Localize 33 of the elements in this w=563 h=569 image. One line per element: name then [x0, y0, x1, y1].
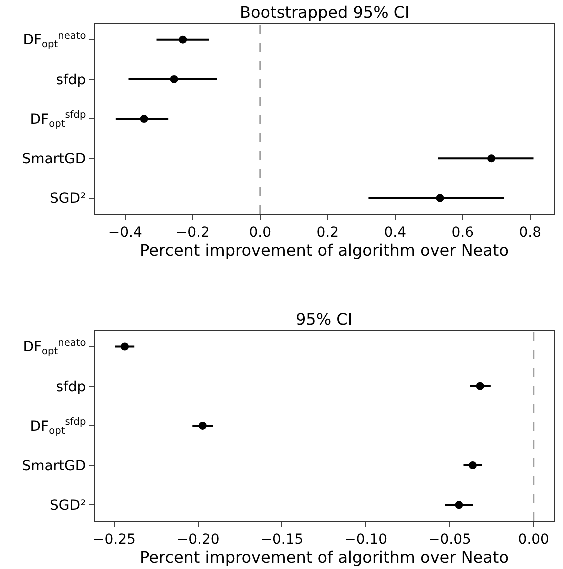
- point: [179, 36, 188, 44]
- x-tick-label: −0.05: [428, 532, 472, 548]
- x-tick-label: 0.00: [518, 532, 550, 548]
- x-tick-label: −0.25: [93, 532, 136, 548]
- x-axis-title: Percent improvement of algorithm over Neato: [140, 240, 509, 260]
- y-tick-label: SmartGD: [22, 152, 86, 168]
- x-tick-label: −0.20: [176, 532, 220, 548]
- chart-title: Bootstrapped 95% CI: [240, 3, 410, 22]
- x-tick-label: −0.10: [344, 532, 388, 548]
- text: 0.8: [519, 224, 542, 241]
- y-tick-label: SGD²: [50, 498, 86, 514]
- x-tick-label: −0.2: [176, 224, 210, 241]
- point: [170, 75, 178, 84]
- point: [140, 115, 148, 124]
- x-axis-title: Percent improvement of algorithm over Neato: [140, 548, 509, 567]
- text: 0.6: [452, 224, 474, 241]
- point: [436, 194, 444, 202]
- x-tick-label: −0.15: [260, 532, 304, 548]
- point: [121, 342, 130, 351]
- y-tick-label: SmartGD: [22, 458, 86, 474]
- y-tick-label: sfdp: [56, 379, 86, 396]
- point: [455, 501, 464, 510]
- point: [476, 382, 484, 390]
- x-tick-label: −0.4: [108, 224, 142, 241]
- point: [198, 422, 207, 430]
- text: 0.4: [384, 224, 407, 241]
- chart-title: 95% CI: [296, 310, 353, 329]
- text: 0.0: [249, 224, 272, 241]
- text: 0.2: [316, 224, 340, 241]
- point: [468, 462, 477, 470]
- point: [488, 154, 496, 163]
- y-tick-label: SGD²: [50, 191, 86, 208]
- y-tick-label: sfdp: [56, 72, 86, 88]
